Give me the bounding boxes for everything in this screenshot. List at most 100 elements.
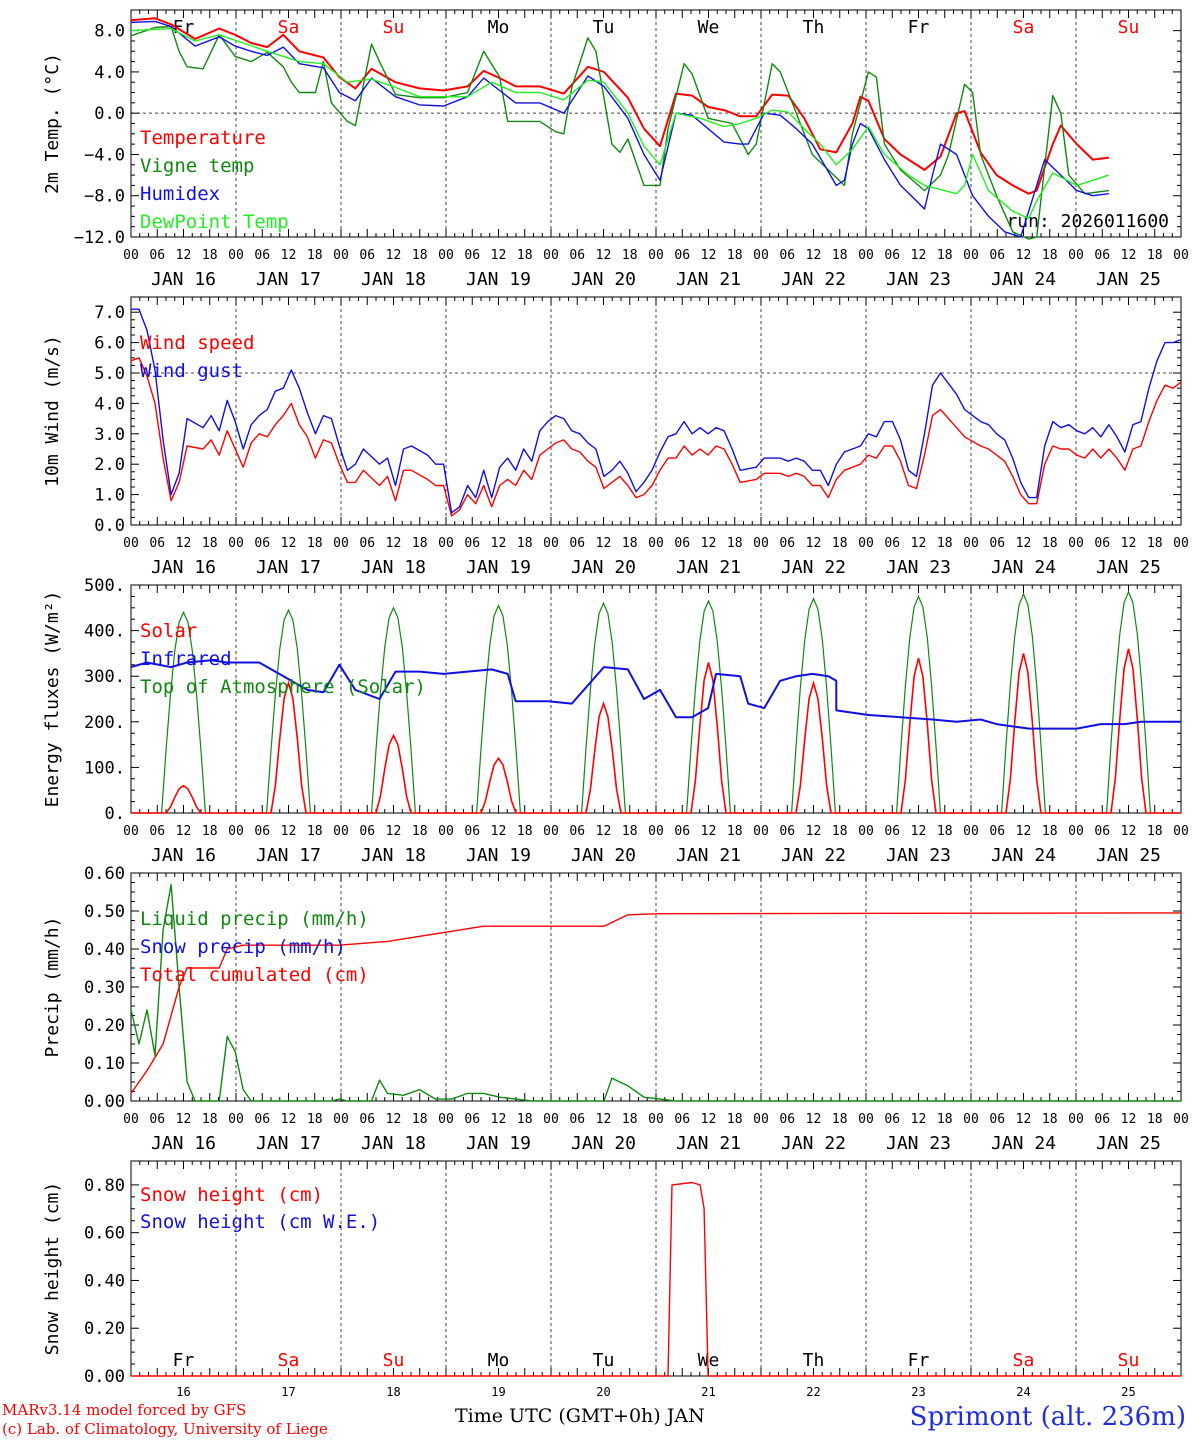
- x-hour-label: 12: [176, 536, 192, 551]
- x-hour-label: 00: [438, 248, 454, 263]
- x-hour-label: 00: [228, 248, 244, 263]
- x-hour-label: 06: [674, 824, 690, 839]
- weekday-label: Sa: [278, 1350, 300, 1371]
- x-hour-label: 18: [1147, 248, 1163, 263]
- x-hour-label: 18: [832, 536, 848, 551]
- weekday-label: Mo: [488, 1350, 510, 1371]
- weekday-label: Sa: [278, 17, 300, 38]
- x-date-label: JAN 17: [256, 269, 321, 290]
- x-hour-label: 06: [989, 248, 1005, 263]
- x-date-label: JAN 21: [676, 557, 741, 578]
- day-number-label: 21: [701, 1385, 715, 1399]
- x-hour-label: 12: [281, 536, 297, 551]
- x-hour-label: 18: [727, 536, 743, 551]
- x-hour-label: 06: [254, 248, 270, 263]
- x-hour-label: 00: [543, 824, 559, 839]
- y-tick-label: 5.0: [94, 364, 125, 384]
- x-hour-label: 18: [307, 248, 323, 263]
- x-date-label: JAN 23: [886, 845, 951, 866]
- x-hour-label: 18: [517, 536, 533, 551]
- x-date-label: JAN 16: [151, 269, 216, 290]
- x-hour-label: 06: [569, 536, 585, 551]
- x-hour-label: 12: [1016, 1112, 1032, 1127]
- weekday-label: Su: [1118, 1350, 1140, 1371]
- x-hour-label: 18: [937, 536, 953, 551]
- x-hour-label: 18: [937, 1112, 953, 1127]
- x-date-label: JAN 20: [571, 845, 636, 866]
- x-hour-label: 12: [386, 536, 402, 551]
- y-tick-label: 0.00: [84, 1092, 125, 1112]
- x-hour-label: 12: [491, 824, 507, 839]
- x-date-label: JAN 21: [676, 1133, 741, 1154]
- x-hour-label: 00: [753, 824, 769, 839]
- x-hour-label: 00: [963, 1112, 979, 1127]
- x-hour-label: 12: [1016, 824, 1032, 839]
- x-date-label: JAN 24: [991, 557, 1056, 578]
- y-tick-label: 0.60: [84, 1224, 125, 1244]
- x-date-label: JAN 20: [571, 557, 636, 578]
- x-hour-label: 12: [911, 536, 927, 551]
- x-hour-label: 12: [911, 1112, 927, 1127]
- x-hour-label: 06: [779, 1112, 795, 1127]
- x-hour-label: 00: [858, 1112, 874, 1127]
- x-hour-label: 12: [281, 824, 297, 839]
- legend-entry: Total cumulated (cm): [140, 964, 369, 986]
- x-hour-label: 00: [753, 536, 769, 551]
- x-hour-label: 00: [858, 248, 874, 263]
- day-number-label: 25: [1121, 1385, 1135, 1399]
- model-credit: MARv3.14 model forced by GFS: [2, 1401, 247, 1419]
- weekday-label: Th: [803, 1350, 825, 1371]
- day-number-label: 20: [596, 1385, 610, 1399]
- y-tick-label: 7.0: [94, 303, 125, 323]
- x-hour-label: 18: [832, 824, 848, 839]
- x-hour-label: 12: [701, 248, 717, 263]
- x-hour-label: 06: [359, 824, 375, 839]
- x-hour-label: 00: [1068, 536, 1084, 551]
- x-hour-label: 00: [1068, 1112, 1084, 1127]
- x-hour-label: 06: [884, 824, 900, 839]
- x-hour-label: 06: [254, 536, 270, 551]
- x-hour-label: 18: [307, 824, 323, 839]
- x-hour-label: 12: [806, 824, 822, 839]
- weekday-label: Tu: [593, 17, 615, 38]
- weekday-label: Fr: [908, 1350, 930, 1371]
- y-tick-label: 4.0: [94, 394, 125, 414]
- x-hour-label: 06: [1094, 248, 1110, 263]
- x-hour-label: 12: [806, 536, 822, 551]
- legend-entry: Liquid precip (mm/h): [140, 908, 369, 930]
- x-hour-label: 06: [359, 248, 375, 263]
- meteogram: 8.0 4.0 0.0 −4.0 −8.0 −12.0 2m Temp. (°C) 00 06 1…: [42, 9, 1189, 1399]
- x-hour-label: 06: [149, 248, 165, 263]
- y-tick-label: 0.00: [84, 1367, 125, 1387]
- x-hour-label: 06: [1094, 824, 1110, 839]
- x-hour-label: 12: [1121, 1112, 1137, 1127]
- legend-entry: Wind speed: [140, 332, 254, 354]
- legend-entry: Temperature: [140, 127, 266, 149]
- x-hour-label: 06: [254, 1112, 270, 1127]
- x-hour-label: 18: [1042, 536, 1058, 551]
- x-hour-label: 18: [727, 248, 743, 263]
- x-hour-label: 00: [123, 1112, 139, 1127]
- x-hour-label: 18: [202, 824, 218, 839]
- x-date-label: JAN 22: [781, 1133, 846, 1154]
- x-hour-label: 18: [1042, 248, 1058, 263]
- x-hour-label: 00: [333, 536, 349, 551]
- x-hour-label: 06: [359, 1112, 375, 1127]
- x-hour-label: 06: [779, 824, 795, 839]
- x-date-label: JAN 18: [361, 557, 426, 578]
- x-hour-label: 06: [464, 824, 480, 839]
- x-hour-label: 06: [569, 824, 585, 839]
- x-hour-label: 00: [123, 824, 139, 839]
- weekday-label: Su: [1118, 17, 1140, 38]
- y-tick-label: −8.0: [84, 187, 125, 207]
- x-hour-label: 00: [753, 248, 769, 263]
- x-hour-label: 12: [1016, 248, 1032, 263]
- x-hour-label: 06: [989, 1112, 1005, 1127]
- series-line-snow-height-cm-: [131, 1181, 1181, 1377]
- x-hour-label: 12: [701, 536, 717, 551]
- x-hour-label: 12: [911, 248, 927, 263]
- series-line-temperature: [130, 17, 1110, 195]
- x-hour-label: 12: [596, 536, 612, 551]
- x-hour-label: 00: [1173, 248, 1189, 263]
- x-hour-label: 00: [648, 536, 664, 551]
